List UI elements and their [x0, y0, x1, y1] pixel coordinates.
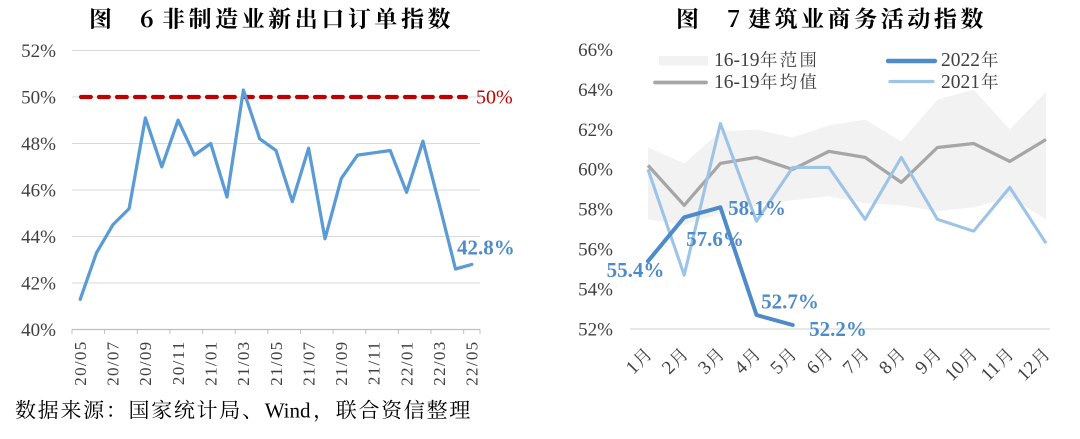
svg-text:2021: 2021 [941, 72, 980, 93]
svg-text:16-19: 16-19 [714, 72, 760, 93]
svg-text:50%: 50% [21, 87, 56, 108]
svg-text:54%: 54% [578, 279, 613, 300]
svg-text:Wind: Wind [265, 399, 311, 423]
svg-text:42.8%: 42.8% [457, 236, 515, 260]
svg-text:44%: 44% [21, 227, 56, 248]
svg-text:21/05: 21/05 [267, 341, 286, 386]
svg-text:22/03: 22/03 [430, 341, 449, 386]
svg-text:21/07: 21/07 [299, 341, 318, 386]
svg-text:16-19: 16-19 [714, 50, 760, 71]
svg-text:20/11: 20/11 [169, 341, 188, 386]
svg-text:20/07: 20/07 [104, 341, 123, 386]
svg-text:21/01: 21/01 [202, 341, 221, 386]
svg-text:58.1%: 58.1% [728, 196, 786, 220]
svg-text:21/09: 21/09 [332, 341, 351, 386]
svg-text:62%: 62% [578, 120, 613, 141]
svg-text:48%: 48% [21, 134, 56, 155]
svg-text:60%: 60% [578, 160, 613, 181]
svg-text:64%: 64% [578, 80, 613, 101]
svg-text:52.2%: 52.2% [809, 317, 867, 341]
svg-text:42%: 42% [21, 273, 56, 294]
svg-text:52%: 52% [578, 319, 613, 340]
svg-text:52.7%: 52.7% [761, 290, 819, 314]
svg-text:57.6%: 57.6% [686, 227, 744, 251]
svg-text:20/05: 20/05 [71, 341, 90, 386]
svg-text:22/01: 22/01 [397, 341, 416, 386]
svg-text:50%: 50% [476, 87, 513, 109]
svg-text:66%: 66% [578, 40, 613, 61]
svg-text:46%: 46% [21, 180, 56, 201]
svg-text:56%: 56% [578, 240, 613, 261]
svg-text:52%: 52% [21, 41, 56, 62]
svg-text:55.4%: 55.4% [607, 258, 665, 282]
svg-text:2022: 2022 [941, 50, 980, 71]
svg-text:20/09: 20/09 [136, 341, 155, 386]
svg-text:21/11: 21/11 [365, 341, 384, 386]
svg-text:22/05: 22/05 [463, 340, 482, 385]
svg-text:58%: 58% [578, 200, 613, 221]
svg-text:40%: 40% [21, 320, 56, 341]
svg-text:21/03: 21/03 [234, 341, 253, 386]
